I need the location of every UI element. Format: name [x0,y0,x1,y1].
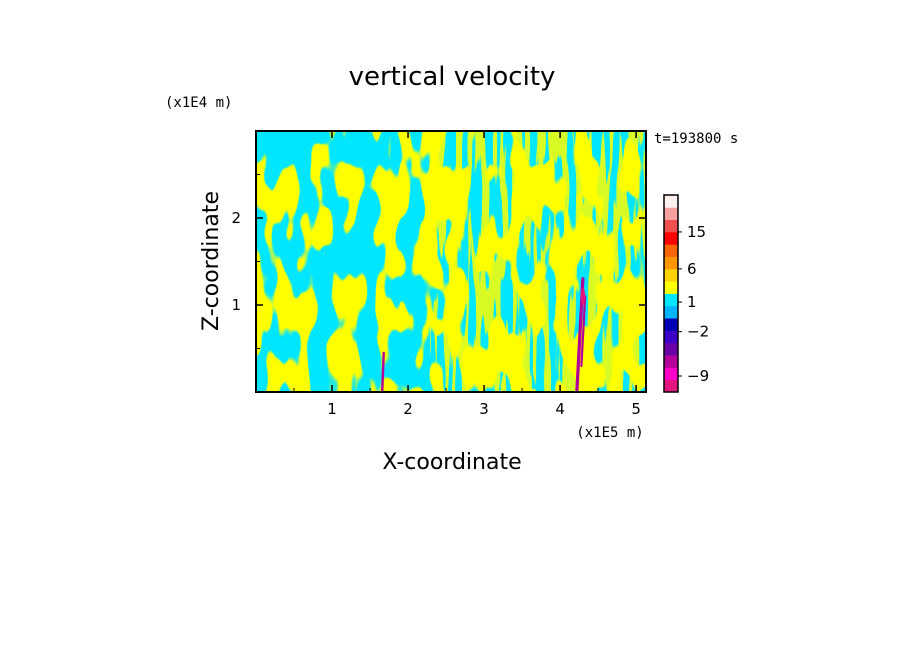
colorbar: 15 6 1 −2 −9 [663,194,709,393]
colorbar-swatch [664,355,678,368]
x-tick-label: 3 [479,400,489,418]
colorbar-tick-label: 1 [687,293,697,311]
x-scale-label: (x1E5 m) [576,425,643,441]
colorbar-swatch [664,342,678,356]
x-tick-label: 4 [555,400,565,418]
colorbar-swatch [664,195,678,208]
core-streak [580,295,587,367]
y-tick-label: 2 [231,209,241,227]
colorbar-swatch [664,244,678,257]
colorbar-swatch [664,330,678,344]
colorbar-swatch [664,379,678,393]
y-axis: 12 [231,174,646,349]
colorbar-swatch [664,318,678,331]
colorbar-swatch [664,367,678,381]
heatmap-updraft-streaks [430,131,646,392]
colorbar-tick-label: −2 [687,323,709,341]
colorbar-swatch [664,293,678,307]
colorbar-swatch [664,231,678,245]
y-scale-label: (x1E4 m) [165,95,232,111]
colorbar-frame [663,194,679,393]
core-peak [580,287,586,306]
strong-cores [380,277,587,392]
x-tick-label: 1 [327,400,337,418]
chart-title: vertical velocity [349,62,556,92]
x-tick-label: 5 [631,400,641,418]
colorbar-swatch [664,207,678,221]
time-label: t=193800 s [654,131,738,147]
colorbar-swatch [664,305,678,319]
colorbar-swatch [664,281,678,294]
colorbar-swatch [664,268,678,282]
y-axis-title: Z-coordinate [199,191,224,331]
y-tick-label: 1 [231,296,241,314]
heatmap-field [256,131,646,392]
colorbar-swatch [664,219,678,233]
colorbar-tick-label: 15 [687,223,706,241]
colorbar-tick-label: −9 [687,367,709,385]
colorbar-tick-label: 6 [687,260,697,278]
x-tick-label: 2 [403,400,413,418]
x-axis: 1 2 3 4 5 [293,131,641,418]
colorbar-swatch [664,256,678,270]
x-axis-title: X-coordinate [382,450,521,475]
core-streak [380,351,385,392]
